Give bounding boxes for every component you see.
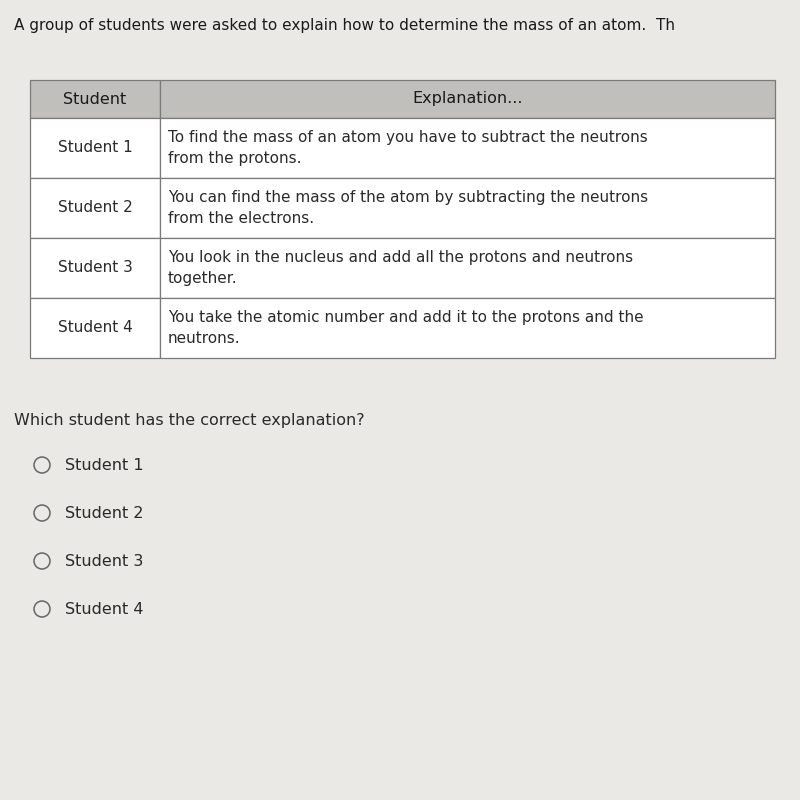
Text: Student 4: Student 4 — [58, 321, 132, 335]
Bar — [160, 238, 775, 298]
Bar — [30, 80, 160, 118]
Text: You can find the mass of the atom by subtracting the neutrons
from the electrons: You can find the mass of the atom by sub… — [168, 190, 648, 226]
Text: Student 1: Student 1 — [58, 141, 132, 155]
Text: Student: Student — [63, 91, 126, 106]
Text: A group of students were asked to explain how to determine the mass of an atom. : A group of students were asked to explai… — [14, 18, 675, 33]
Bar — [30, 118, 160, 178]
Text: Student 2: Student 2 — [65, 506, 143, 521]
Text: Explanation...: Explanation... — [412, 91, 522, 106]
Text: Student 3: Student 3 — [58, 261, 133, 275]
Bar — [30, 178, 160, 238]
Text: Which student has the correct explanation?: Which student has the correct explanatio… — [14, 413, 365, 428]
Text: Student 3: Student 3 — [65, 554, 143, 569]
Text: To find the mass of an atom you have to subtract the neutrons
from the protons.: To find the mass of an atom you have to … — [168, 130, 648, 166]
Bar — [30, 238, 160, 298]
Text: Student 4: Student 4 — [65, 602, 143, 617]
Bar — [160, 298, 775, 358]
Text: You look in the nucleus and add all the protons and neutrons
together.: You look in the nucleus and add all the … — [168, 250, 633, 286]
Bar — [160, 118, 775, 178]
Text: Student 1: Student 1 — [65, 458, 144, 473]
Text: You take the atomic number and add it to the protons and the
neutrons.: You take the atomic number and add it to… — [168, 310, 644, 346]
Bar — [30, 298, 160, 358]
Bar — [160, 178, 775, 238]
Text: Student 2: Student 2 — [58, 201, 132, 215]
Bar — [160, 80, 775, 118]
